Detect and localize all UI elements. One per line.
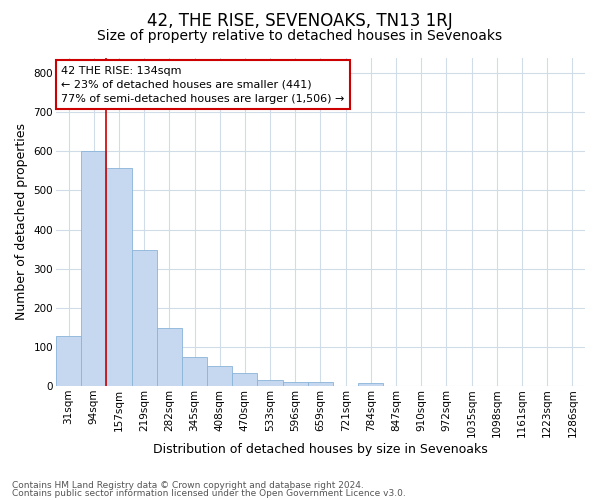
Bar (358, 383, 383, 386)
Text: 42 THE RISE: 134sqm
← 23% of detached houses are smaller (441)
77% of semi-detac: 42 THE RISE: 134sqm ← 23% of detached ho… (61, 66, 344, 104)
Bar (56, 336, 81, 386)
Bar (157, 328, 182, 386)
Bar (81, 152, 106, 386)
Y-axis label: Number of detached properties: Number of detached properties (15, 123, 28, 320)
Text: Contains HM Land Registry data © Crown copyright and database right 2024.: Contains HM Land Registry data © Crown c… (12, 480, 364, 490)
Bar (106, 168, 131, 386)
Bar (283, 382, 308, 386)
Bar (232, 373, 257, 386)
Text: 42, THE RISE, SEVENOAKS, TN13 1RJ: 42, THE RISE, SEVENOAKS, TN13 1RJ (147, 12, 453, 30)
Bar (257, 380, 283, 386)
Text: Contains public sector information licensed under the Open Government Licence v3: Contains public sector information licen… (12, 489, 406, 498)
Bar (182, 356, 207, 386)
Bar (207, 366, 232, 386)
X-axis label: Distribution of detached houses by size in Sevenoaks: Distribution of detached houses by size … (153, 443, 488, 456)
Text: Size of property relative to detached houses in Sevenoaks: Size of property relative to detached ho… (97, 29, 503, 43)
Bar (131, 250, 157, 386)
Bar (308, 382, 333, 386)
